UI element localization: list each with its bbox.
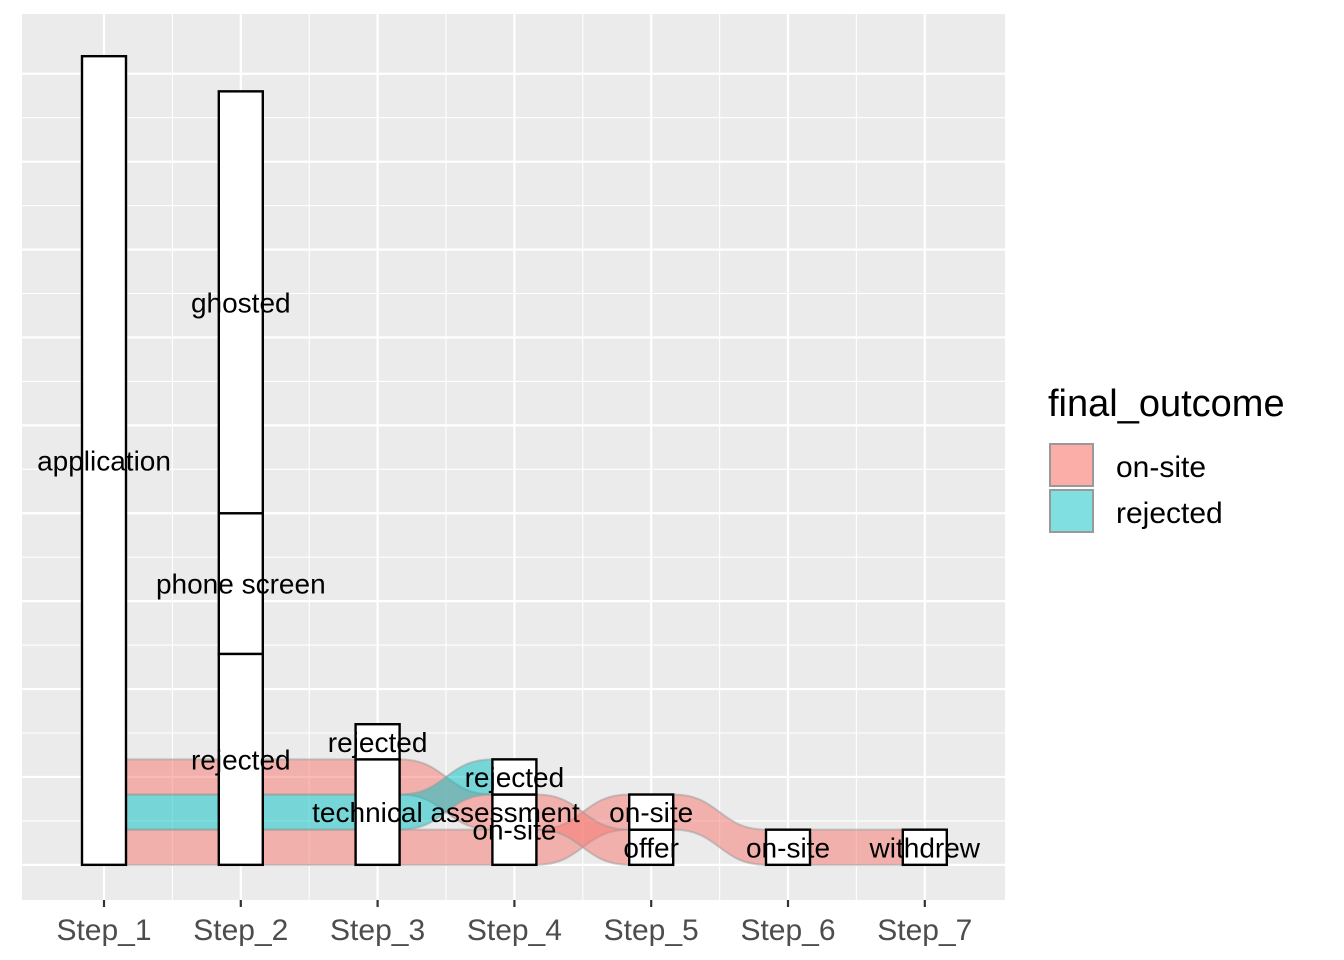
legend: final_outcome on-site rejected [1048, 383, 1285, 533]
stratum-label-step-2-phone-screen: phone screen [156, 569, 326, 600]
legend-key-on-site [1049, 443, 1094, 487]
stratum-label-step-6-on-site: on-site [746, 832, 830, 863]
stratum-step-5-offer [628, 828, 675, 867]
x-tick-label-step-4: Step_4 [467, 914, 562, 947]
flow-rejected-step-1-step-2 [125, 793, 220, 831]
stratum-label-step-2-ghosted: ghosted [191, 287, 291, 318]
stratum-step-2-phone-screen [217, 512, 265, 656]
stratum-labels: application ghosted phone screen rejected te… [37, 287, 981, 863]
stratum-step-4-rejected [491, 758, 538, 796]
stratum-step-6-on-site [764, 828, 812, 867]
stratum-label-step-4-rejected: rejected [465, 762, 565, 793]
stratum-label-step-2-technical-assessment: technical assessment [312, 797, 580, 828]
x-tick-label-step-1: Step_1 [56, 914, 151, 947]
stratum-label-step-2-rejected: rejected [191, 744, 291, 775]
x-tick-label-step-3: Step_3 [330, 914, 425, 947]
stratum-step-1-application [80, 54, 128, 867]
legend-key-rejected [1049, 489, 1094, 533]
stratum-label-step-7-withdrew: withdrew [869, 832, 981, 863]
stratum-label-step-5-on-site: on-site [609, 797, 693, 828]
x-tick-label-step-5: Step_5 [604, 914, 699, 947]
stratum-step-5-on-site [628, 793, 675, 831]
stratum-label-step-4-on-site: on-site [472, 815, 556, 846]
flow-on-site-step-1-step-2 [125, 828, 220, 866]
flow-on-site-step-2-step-3 [261, 828, 357, 866]
x-axis: Step_1 Step_2 Step_3 Step_4 Step_5 Step_6 Step… [56, 900, 972, 947]
strata [80, 54, 948, 867]
stratum-label-step-3-rejected: rejected [328, 727, 428, 758]
stratum-step-2-ghosted [217, 90, 265, 515]
stratum-step-3-rejected [354, 723, 401, 761]
legend-label-on-site: on-site [1116, 451, 1206, 484]
legend-label-rejected: rejected [1116, 497, 1223, 530]
x-tick-label-step-7: Step_7 [877, 914, 972, 947]
x-tick-label-step-6: Step_6 [740, 914, 835, 947]
stratum-label-step-5-offer: offer [623, 832, 679, 863]
stratum-step-7-withdrew [901, 828, 948, 867]
stratum-label-step-1-application: application [37, 446, 171, 477]
legend-title: final_outcome [1048, 383, 1285, 425]
x-tick-label-step-2: Step_2 [193, 914, 288, 947]
flows [125, 758, 904, 866]
